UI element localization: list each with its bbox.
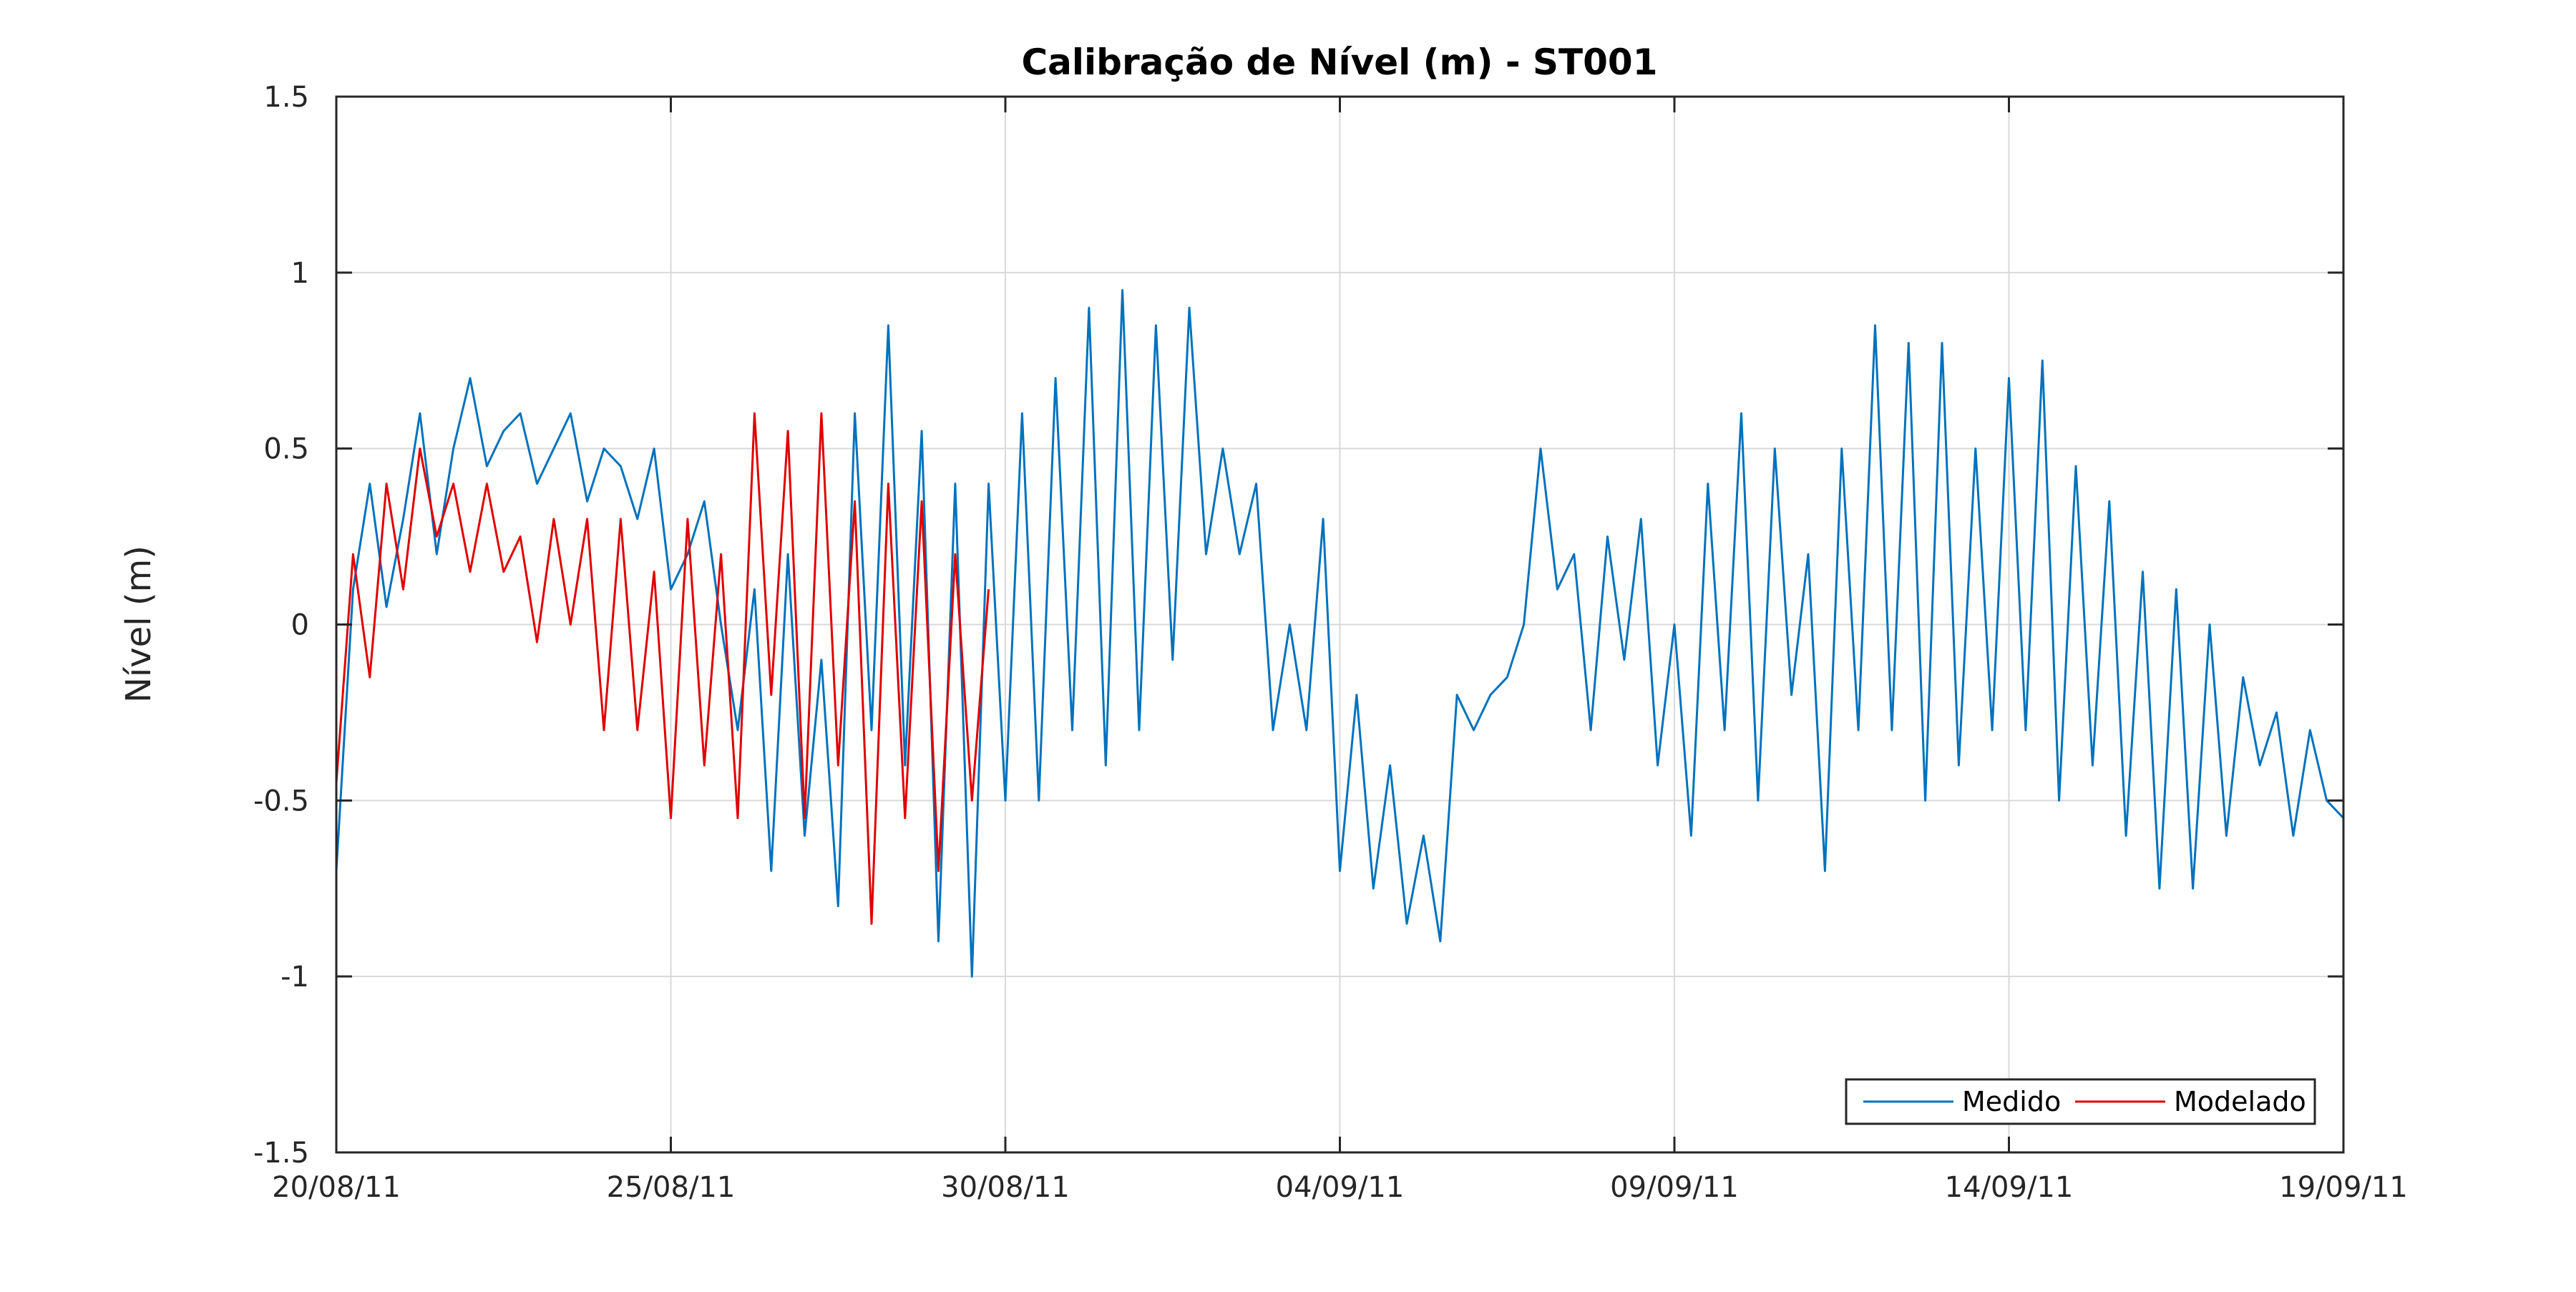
ticks: -1.5 -1 -0.5 0 0.5 1 1.5 20/08/11 25/08/11 30/08/… — [253, 81, 2408, 1204]
series-layer — [335, 288, 2345, 978]
y-tick-label: -1.5 — [253, 1137, 309, 1170]
x-tick-label: 19/09/11 — [2279, 1171, 2408, 1204]
chart-title: Calibração de Nível (m) - ST001 — [1021, 42, 1657, 83]
legend-label-medido: Medido — [1962, 1086, 2061, 1117]
y-tick-label: 0 — [291, 609, 309, 642]
y-tick-label: -0.5 — [253, 785, 309, 817]
y-tick-label: 1 — [291, 257, 309, 290]
x-tick-label: 04/09/11 — [1276, 1171, 1405, 1204]
y-tick-label: 0.5 — [263, 433, 309, 466]
x-tick-label: 09/09/11 — [1610, 1171, 1739, 1204]
x-tick-label: 20/08/11 — [272, 1171, 401, 1204]
y-axis-label: Nível (m) — [119, 545, 159, 703]
y-tick-label: 1.5 — [263, 81, 309, 114]
series-line-medido — [335, 288, 2345, 978]
y-tick-label: -1 — [280, 961, 309, 994]
legend-label-modelado: Modelado — [2174, 1086, 2306, 1117]
legend: Medido Modelado — [1845, 1078, 2316, 1125]
series-line-modelado — [335, 412, 990, 925]
x-tick-label: 25/08/11 — [607, 1171, 736, 1204]
x-tick-label: 30/08/11 — [941, 1171, 1070, 1204]
x-tick-label: 14/09/11 — [1945, 1171, 2074, 1204]
